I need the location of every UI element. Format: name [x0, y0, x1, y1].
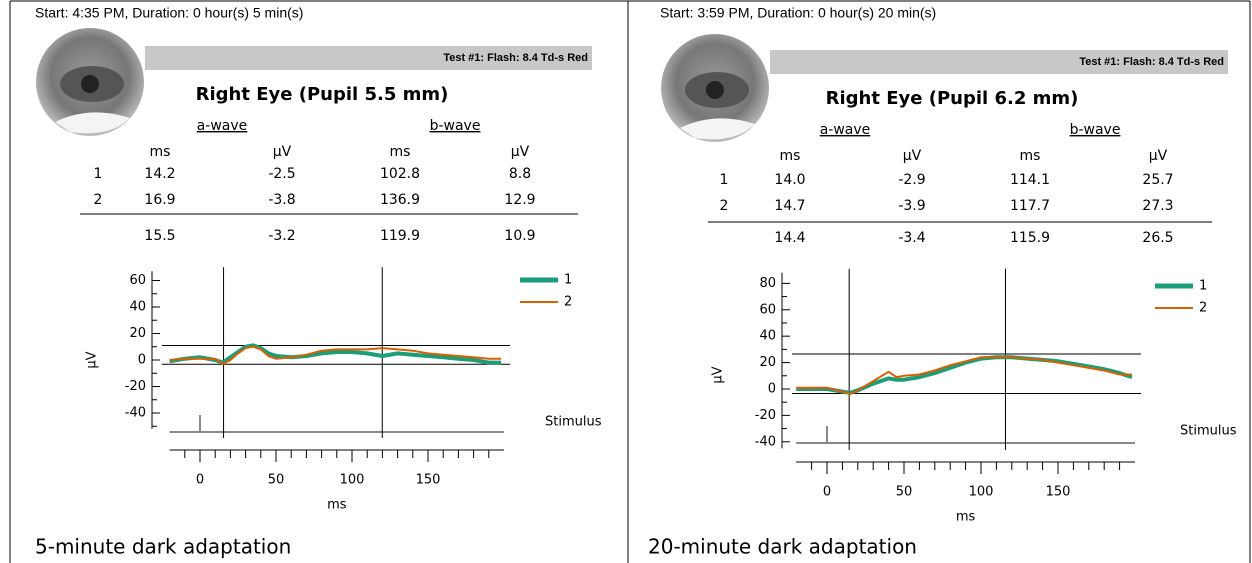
caption: 5-minute dark adaptation: [35, 535, 291, 559]
stimulus-trace: [169, 415, 504, 433]
table-group: b-wave: [430, 118, 481, 134]
table-cell: 1: [720, 172, 729, 188]
table-mean: 119.9: [380, 228, 420, 244]
x-tick-label: 50: [896, 485, 913, 500]
panel-title: Right Eye (Pupil 6.2 mm): [826, 88, 1079, 109]
y-tick-label: -20: [125, 379, 146, 394]
table-cell: -2.9: [898, 172, 925, 188]
table-header: µV: [903, 148, 922, 164]
y-tick-label: 0: [138, 352, 146, 367]
table-cell: 16.9: [144, 192, 175, 208]
stimulus-trace: [796, 426, 1135, 444]
series-line: [169, 345, 501, 365]
table-group: b-wave: [1070, 122, 1121, 138]
table-cell: 117.7: [1010, 198, 1050, 214]
eye-image: [36, 28, 144, 136]
x-tick-label: 100: [969, 485, 994, 500]
x-tick-label: 0: [196, 473, 204, 488]
table-header: µV: [511, 144, 530, 160]
table-cell: 12.9: [504, 192, 535, 208]
table-cell: 2: [720, 198, 729, 214]
legend-label: 1: [564, 273, 572, 288]
y-tick-label: 40: [129, 299, 146, 314]
x-axis-label: ms: [327, 498, 347, 513]
y-tick-label: 20: [129, 326, 146, 341]
table-header: ms: [1020, 148, 1041, 164]
y-tick-label: -20: [755, 408, 776, 423]
legend-label: 2: [1199, 301, 1207, 316]
x-tick-label: 150: [1046, 485, 1071, 500]
y-tick-label: -40: [755, 434, 776, 449]
table-mean: 10.9: [504, 228, 535, 244]
y-tick-label: -40: [125, 405, 146, 420]
table-cell: 114.1: [1010, 172, 1050, 188]
table-cell: 25.7: [1142, 172, 1173, 188]
table-mean: -3.2: [268, 228, 295, 244]
table-cell: 8.8: [509, 166, 531, 182]
y-axis-label: µV: [711, 366, 726, 383]
y-tick-label: 60: [759, 302, 776, 317]
eye-image: [661, 34, 769, 142]
y-tick-label: 60: [129, 273, 146, 288]
table-mean: 115.9: [1010, 230, 1050, 246]
y-tick-label: 80: [759, 276, 776, 291]
table-group: a-wave: [820, 122, 871, 138]
table-group: a-wave: [197, 118, 248, 134]
x-tick-label: 50: [268, 473, 285, 488]
y-tick-label: 0: [768, 381, 776, 396]
table-cell: -3.8: [268, 192, 295, 208]
caption: 20-minute dark adaptation: [648, 535, 917, 559]
table-cell: 102.8: [380, 166, 420, 182]
x-axis-label: ms: [956, 510, 976, 525]
x-tick-label: 100: [340, 473, 365, 488]
table-cell: 14.7: [774, 198, 805, 214]
series-line: [796, 356, 1132, 396]
table-cell: 136.9: [380, 192, 420, 208]
table-cell: 2: [94, 192, 103, 208]
series-line: [169, 343, 501, 365]
start-info: Start: 3:59 PM, Duration: 0 hour(s) 20 m…: [660, 5, 936, 21]
table-cell: 1: [94, 166, 103, 182]
table-cell: 14.0: [774, 172, 805, 188]
panel-title: Right Eye (Pupil 5.5 mm): [196, 84, 449, 105]
table-header: ms: [390, 144, 411, 160]
test-bar: [770, 50, 1228, 74]
y-axis-label: µV: [85, 351, 100, 368]
table-mean: 15.5: [144, 228, 175, 244]
stimulus-label: Stimulus: [1180, 424, 1237, 439]
table-mean: 26.5: [1142, 230, 1173, 246]
table-cell: 14.2: [144, 166, 175, 182]
table-header: ms: [150, 144, 171, 160]
table-cell: -2.5: [268, 166, 295, 182]
table-mean: -3.4: [898, 230, 925, 246]
legend-label: 1: [1199, 279, 1207, 294]
test-info: Test #1: Flash: 8.4 Td-s Red: [1079, 56, 1224, 68]
x-tick-label: 150: [416, 473, 441, 488]
series-line: [796, 355, 1133, 395]
table-header: µV: [273, 144, 292, 160]
legend-label: 2: [564, 295, 572, 310]
y-tick-label: 40: [759, 329, 776, 344]
test-bar: [145, 46, 592, 70]
test-info: Test #1: Flash: 8.4 Td-s Red: [443, 52, 588, 64]
table-cell: 27.3: [1142, 198, 1173, 214]
stimulus-label: Stimulus: [545, 415, 602, 430]
table-cell: -3.9: [898, 198, 925, 214]
x-tick-label: 0: [823, 485, 831, 500]
table-header: ms: [780, 148, 801, 164]
table-mean: 14.4: [774, 230, 805, 246]
table-header: µV: [1149, 148, 1168, 164]
start-info: Start: 4:35 PM, Duration: 0 hour(s) 5 mi…: [35, 5, 303, 21]
y-tick-label: 20: [759, 355, 776, 370]
